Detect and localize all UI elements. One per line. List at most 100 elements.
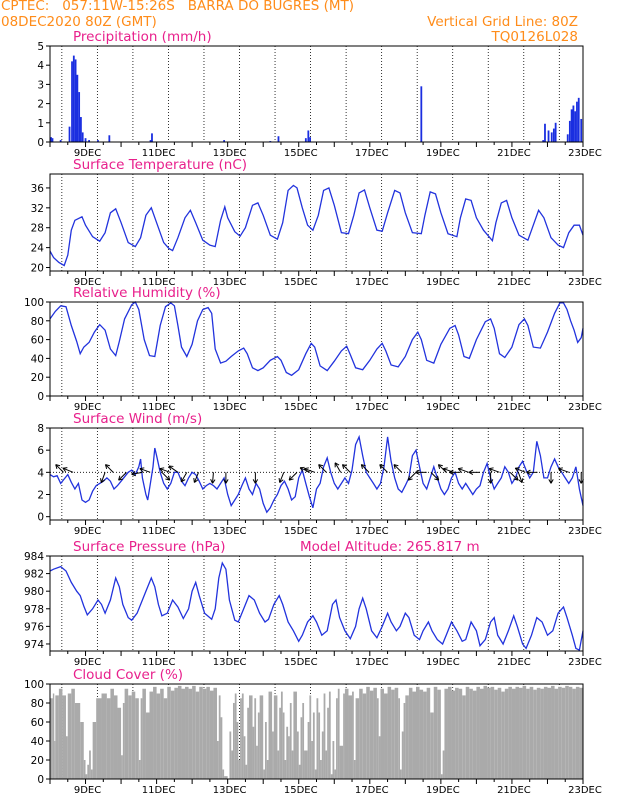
cloud-column (465, 686, 470, 779)
wind-arrow-shaft (334, 462, 342, 473)
precip-bar (81, 132, 84, 142)
cloud-column (142, 688, 146, 779)
cloud-column (298, 764, 301, 779)
wind-arrow-head (361, 464, 366, 467)
cloud-column (327, 707, 329, 779)
cloud-xtick-label: 9DEC (74, 785, 101, 796)
cloud-column (131, 691, 136, 779)
cloud-column (241, 693, 244, 779)
temp-xtick-label: 15DEC (284, 277, 318, 288)
cloud-column (568, 686, 573, 779)
cloud-column (117, 707, 122, 779)
cloud-column (344, 688, 349, 779)
cloud-column (85, 774, 88, 779)
cloud-column (330, 774, 333, 779)
cloud-column (124, 688, 129, 779)
cloud-column (430, 712, 434, 779)
precip-bar (568, 120, 571, 142)
wind-arrow-shaft (211, 472, 214, 484)
cloud-column (87, 764, 90, 779)
wind-xtick-label: 21DEC (497, 526, 531, 537)
rh-ytick-label: 80 (31, 316, 44, 328)
precip-bar (580, 118, 583, 142)
wind-arrow-head (194, 479, 199, 483)
cloud-column (321, 731, 324, 779)
cloud-column (254, 698, 257, 779)
wind-arrow-head (334, 462, 340, 466)
wind-arrow-head (289, 478, 294, 481)
precip-ytick-label: 2 (37, 99, 44, 111)
wind-arrow-shaft (118, 471, 127, 481)
cloud-column (300, 717, 303, 779)
temp-xtick-label: 17DEC (355, 277, 389, 288)
cloud-column (224, 776, 228, 779)
wind-arrow-shaft (509, 471, 519, 481)
cloud-title: Cloud Cover (%) (73, 667, 183, 683)
precip-bar (68, 126, 71, 142)
wind-arrow-head (139, 468, 144, 473)
precip-bar (542, 140, 545, 142)
cloud-column (415, 686, 420, 779)
cloud-column (257, 712, 260, 779)
rh-ytick-label: 20 (31, 372, 44, 384)
cloud-column (380, 688, 385, 779)
wind-arrow-shaft (430, 471, 440, 481)
wind-arrow-head (468, 471, 474, 476)
pressure-ytick-label: 974 (24, 639, 44, 651)
precip-xtick-label: 15DEC (284, 148, 318, 159)
cloud-column (339, 745, 344, 779)
cloud-column (398, 698, 401, 779)
wind-arrow-head (393, 464, 396, 470)
cloud-column (307, 722, 310, 779)
precip-bar (307, 130, 310, 142)
cloud-column (304, 750, 308, 779)
cloud-column (444, 688, 448, 779)
cloud-column (128, 695, 132, 779)
cloud-column (369, 690, 374, 779)
wind-arrow-head (558, 467, 563, 470)
cloud-column (497, 687, 502, 779)
cloud-column (343, 693, 345, 779)
precip-bar (72, 55, 75, 142)
wind-arrow-head (526, 469, 531, 473)
wind-arrow-head (550, 479, 554, 484)
cloud-column (479, 688, 484, 779)
cloud-column (222, 769, 225, 779)
wind-title: Surface Wind (m/s) (73, 411, 202, 427)
wind-arrow-head (408, 478, 413, 481)
wind-xtick-label: 19DEC (426, 526, 460, 537)
product-code: TQ0126L028 (491, 29, 578, 45)
precip-bar (309, 137, 312, 142)
precip-bar (71, 61, 73, 142)
precip-bar (59, 140, 62, 142)
rh-frame (49, 301, 584, 397)
wind-arrow-head (55, 464, 61, 467)
precip-bar (566, 134, 569, 142)
wind-arrow-shaft (558, 468, 569, 473)
wind-arrow-head (131, 470, 136, 475)
wind-arrow-shaft (55, 464, 64, 473)
wind-arrow-head (168, 475, 171, 481)
pressure-ytick-label: 984 (24, 551, 44, 563)
wind-arrow-head (468, 469, 474, 473)
wind-arrow-shaft (379, 464, 388, 473)
cloud-column (177, 685, 182, 779)
pressure-ytick-label: 976 (24, 621, 44, 633)
wind-arrow-head (458, 467, 463, 470)
cloud-column (272, 731, 274, 779)
wind-arrow-head (212, 479, 216, 484)
cloud-column (170, 690, 175, 779)
wind-arrow-shaft (159, 468, 171, 473)
wind-series-line (49, 434, 584, 514)
cloud-column (65, 736, 68, 779)
cloud-column (353, 760, 356, 779)
wind-arrow-head (449, 469, 454, 473)
cloud-column (245, 764, 248, 779)
cloud-column (96, 698, 102, 779)
rh-xtick-label: 21DEC (497, 402, 531, 413)
cloud-column (74, 703, 81, 779)
run-time-label: 08DEC2020 80Z (GMT) (1, 14, 157, 30)
cloud-column (336, 698, 338, 779)
precip-bar (88, 140, 90, 142)
